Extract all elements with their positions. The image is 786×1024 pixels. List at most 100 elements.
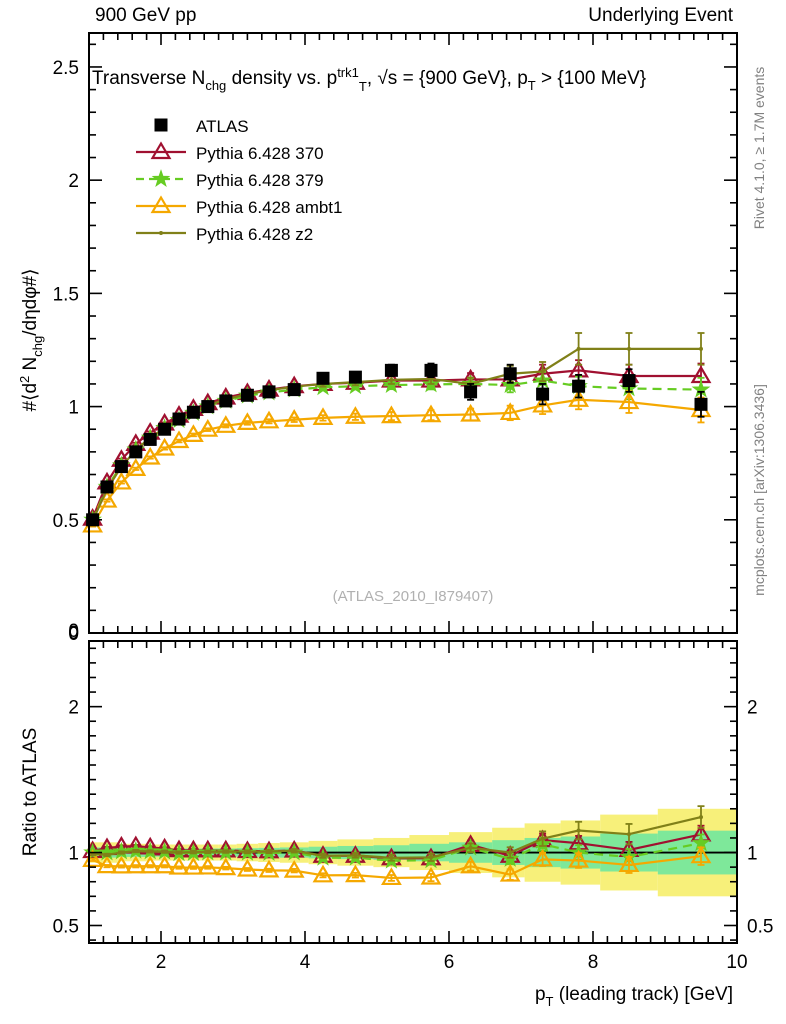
legend-entry-pythia-6-428-379[interactable]: Pythia 6.428 379 xyxy=(136,169,324,190)
data-point xyxy=(139,446,161,465)
data-point xyxy=(100,480,114,494)
legend-entry-pythia-6-428-ambt1[interactable]: Pythia 6.428 ambt1 xyxy=(136,195,342,218)
data-point xyxy=(464,385,478,399)
data-point xyxy=(699,346,703,351)
legend-entry-pythia-6-428-z2[interactable]: Pythia 6.428 z2 xyxy=(136,225,313,244)
data-point xyxy=(143,432,157,446)
data-point xyxy=(258,859,280,878)
data-point xyxy=(420,404,442,423)
data-point xyxy=(292,848,297,853)
data-point xyxy=(168,430,190,449)
data-point xyxy=(110,855,132,874)
data-point xyxy=(699,815,703,820)
data-point xyxy=(105,852,109,857)
data-point xyxy=(627,832,631,837)
ratio-panel-frame xyxy=(88,640,738,944)
y-tick-label: 1.5 xyxy=(53,284,79,305)
legend-entry-atlas[interactable]: ATLAS xyxy=(154,117,249,136)
data-point xyxy=(236,412,258,430)
y-tick-label: 2 xyxy=(68,171,79,192)
legend-marker xyxy=(151,169,171,187)
ratio-y-tick-label-right: 1 xyxy=(747,844,758,865)
legend-entry-pythia-6-428-370[interactable]: Pythia 6.428 370 xyxy=(136,141,324,164)
data-point xyxy=(468,845,473,850)
data-point xyxy=(168,856,190,875)
data-point xyxy=(316,371,330,385)
data-point xyxy=(572,379,586,393)
data-point xyxy=(618,391,640,410)
main-series-pythia-6-428-ambt1 xyxy=(82,389,712,533)
legend-label: Pythia 6.428 379 xyxy=(196,171,324,190)
data-point xyxy=(460,403,482,422)
ratio-series-pythia-6-428-ambt1 xyxy=(82,845,712,886)
x-tick-label: 6 xyxy=(444,952,455,973)
data-point xyxy=(344,864,366,883)
data-point xyxy=(158,422,172,436)
data-point xyxy=(380,405,402,424)
main-series-pythia-6-428-379 xyxy=(83,370,711,528)
legend-marker xyxy=(150,195,172,214)
data-point xyxy=(508,850,513,855)
legend-label: Pythia 6.428 ambt1 xyxy=(196,198,342,217)
data-point xyxy=(424,363,438,377)
data-point xyxy=(172,412,186,426)
data-point xyxy=(283,839,305,858)
data-point xyxy=(223,849,228,854)
data-point xyxy=(344,406,366,424)
data-point xyxy=(205,849,210,854)
data-point xyxy=(125,855,147,874)
data-point xyxy=(348,370,362,384)
data-point xyxy=(129,445,143,459)
data-point xyxy=(540,836,545,841)
data-point xyxy=(219,394,233,408)
data-point xyxy=(312,407,334,426)
data-point xyxy=(389,377,394,382)
data-point xyxy=(503,367,517,381)
data-point xyxy=(236,858,258,877)
data-point xyxy=(267,849,271,854)
main-series-atlas xyxy=(86,362,708,527)
legend-label: Pythia 6.428 z2 xyxy=(196,225,313,244)
data-point xyxy=(568,849,590,868)
data-point xyxy=(96,855,118,874)
data-point xyxy=(283,409,305,427)
data-point xyxy=(312,864,334,883)
main-panel-frame xyxy=(88,32,738,634)
data-point xyxy=(283,859,305,878)
data-point xyxy=(215,415,237,433)
y-tick-label: 0.5 xyxy=(53,511,79,532)
data-point xyxy=(197,419,219,437)
y-tick-label: 1 xyxy=(68,398,79,419)
data-point xyxy=(110,471,132,490)
main-y-axis-title: #⟨d2 Nchg/dηdφ#⟩ xyxy=(17,268,45,411)
ratio-y-tick-label: 1 xyxy=(68,844,79,865)
data-point xyxy=(119,850,124,855)
data-point xyxy=(576,346,581,351)
y-tick-label: 2.5 xyxy=(53,58,79,79)
data-point xyxy=(154,855,176,874)
data-point xyxy=(191,850,196,855)
header-right-label: Underlying Event xyxy=(588,5,733,26)
data-point xyxy=(125,458,147,476)
legend-marker xyxy=(159,231,163,235)
data-point xyxy=(245,849,250,854)
dataset-watermark: (ATLAS_2010_I879407) xyxy=(333,588,494,605)
data-point xyxy=(201,400,215,414)
data-point xyxy=(240,388,254,402)
data-point xyxy=(532,848,554,867)
data-point xyxy=(622,374,636,388)
data-point xyxy=(420,866,442,885)
data-point xyxy=(182,856,204,875)
legend-marker xyxy=(150,141,172,160)
side-note-rivet: Rivet 4.1.0, ≥ 1.7M events xyxy=(751,67,767,230)
data-point xyxy=(627,346,631,351)
data-point xyxy=(500,375,520,394)
data-point xyxy=(429,855,433,860)
side-note-mcplots: mcplots.cern.ch [arXiv:1306.3436] xyxy=(751,384,767,596)
plot-title: Transverse Nchg density vs. ptrk1T, √s =… xyxy=(92,65,646,94)
data-point xyxy=(499,863,521,882)
data-point xyxy=(499,402,521,421)
data-point xyxy=(114,460,128,474)
